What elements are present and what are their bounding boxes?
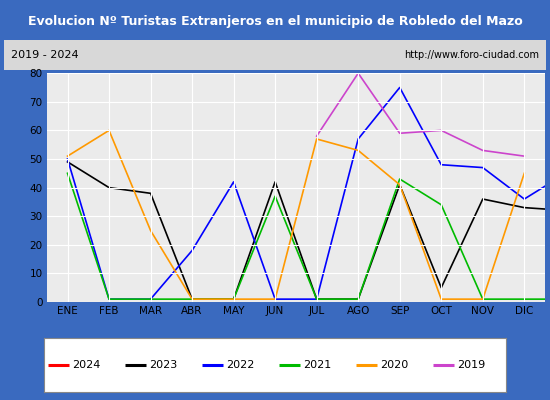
Text: 2019 - 2024: 2019 - 2024: [11, 50, 79, 60]
Text: 2019: 2019: [458, 360, 486, 370]
Text: 2020: 2020: [381, 360, 409, 370]
Text: http://www.foro-ciudad.com: http://www.foro-ciudad.com: [404, 50, 539, 60]
Text: Evolucion Nº Turistas Extranjeros en el municipio de Robledo del Mazo: Evolucion Nº Turistas Extranjeros en el …: [28, 15, 522, 28]
Text: 2023: 2023: [150, 360, 178, 370]
Text: 2021: 2021: [304, 360, 332, 370]
Text: 2024: 2024: [73, 360, 101, 370]
Text: 2022: 2022: [227, 360, 255, 370]
